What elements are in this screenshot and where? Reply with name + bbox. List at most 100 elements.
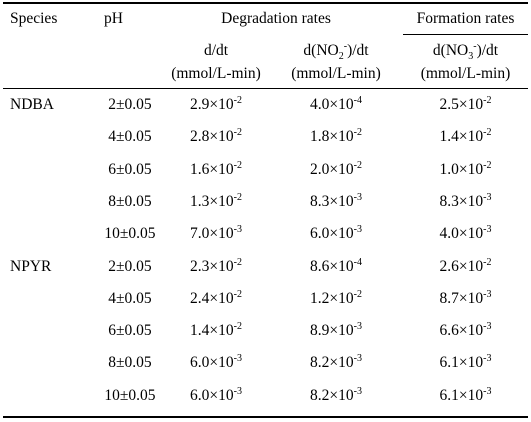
cell-ph: 8±0.05	[108, 192, 152, 210]
cell-d: 2.8×10-2	[158, 128, 274, 146]
value-exponent: -2	[233, 191, 242, 203]
value-exponent: -2	[353, 127, 362, 139]
value-exponent: -2	[353, 159, 362, 171]
value-exponent: -2	[233, 159, 242, 171]
table-bottom-rule	[3, 416, 528, 418]
value-mantissa: 6.0×10	[310, 225, 354, 243]
value-mantissa: 6.1×10	[439, 354, 484, 372]
value-mantissa: 6.0×10	[190, 386, 234, 404]
cell-no3: 6.1×10-3	[403, 385, 528, 405]
value-exponent: -4	[353, 256, 362, 268]
value-exponent: -3	[353, 385, 362, 397]
header-no2-dt: d(NO2-)/dt	[278, 42, 394, 66]
cell-ph: 4±0.05	[108, 289, 152, 307]
formation-group-rule	[403, 34, 528, 35]
value-mantissa: 4.0×10	[439, 225, 484, 243]
value-exponent: -3	[233, 224, 242, 236]
header-no3-sub: 3	[468, 51, 474, 63]
value-mantissa: 8.9×10	[310, 322, 354, 340]
value-mantissa: 8.3×10	[310, 192, 354, 210]
cell-no2: 8.2×10-3	[278, 385, 394, 405]
cell-ph: 6±0.05	[108, 322, 152, 340]
cell-ph: 2±0.05	[108, 96, 152, 113]
cell-d: 6.0×10-3	[158, 354, 274, 372]
value-exponent: -2	[483, 159, 492, 171]
cell-no3: 1.4×10-2	[403, 128, 528, 146]
cell-no3: 8.3×10-3	[403, 192, 528, 211]
cell-species: NPYR	[10, 257, 52, 275]
cell-no2: 8.6×10-4	[278, 256, 394, 276]
value-exponent: -3	[483, 288, 492, 300]
header-no2-sup: -	[343, 41, 348, 52]
value-mantissa: 1.0×10	[439, 160, 484, 178]
value-mantissa: 1.6×10	[190, 160, 234, 178]
cell-d: 2.4×10-2	[158, 289, 274, 308]
value-mantissa: 2.8×10	[190, 128, 234, 146]
cell-no3: 8.7×10-3	[403, 288, 528, 308]
value-mantissa: 2.5×10	[439, 96, 484, 113]
cell-no2: 6.0×10-3	[278, 225, 394, 243]
unit-d: (mmol/L-min)	[171, 65, 261, 82]
cell-no3: 4.0×10-3	[403, 225, 528, 243]
cell-no3: 1.0×10-2	[403, 159, 528, 179]
value-mantissa: 6.6×10	[439, 322, 484, 340]
value-exponent: -3	[483, 385, 492, 397]
header-d-dt: d/dt	[203, 42, 229, 59]
value-exponent: -3	[353, 353, 362, 365]
cell-no3: 6.6×10-3	[403, 322, 528, 340]
header-bottom-rule	[3, 88, 528, 89]
cell-no2: 8.2×10-3	[278, 354, 394, 372]
cell-species: NDBA	[10, 96, 54, 113]
unit-no2: (mmol/L-min)	[291, 65, 381, 82]
header-no2-sub: 2	[338, 51, 344, 63]
value-exponent: -3	[353, 224, 362, 236]
value-mantissa: 8.6×10	[310, 257, 354, 275]
header-no3-sup: -	[473, 41, 477, 52]
cell-d: 2.3×10-2	[158, 257, 274, 276]
value-mantissa: 2.3×10	[190, 257, 234, 275]
value-mantissa: 8.2×10	[310, 354, 354, 372]
value-exponent: -3	[483, 321, 492, 333]
value-mantissa: 1.2×10	[310, 289, 354, 307]
value-exponent: -2	[233, 95, 242, 106]
unit-no3: (mmol/L-min)	[420, 65, 511, 82]
cell-no2: 8.9×10-3	[278, 322, 394, 340]
value-exponent: -2	[233, 321, 242, 333]
cell-d: 1.3×10-2	[158, 191, 274, 211]
cell-ph: 2±0.05	[108, 257, 152, 275]
cell-d: 7.0×10-3	[158, 225, 274, 243]
value-mantissa: 2.0×10	[310, 160, 354, 178]
header-no2-post: )/dt	[347, 42, 369, 59]
value-exponent: -3	[353, 321, 362, 333]
cell-no3: 6.1×10-3	[403, 354, 528, 372]
value-exponent: -2	[483, 95, 492, 106]
value-mantissa: 1.4×10	[439, 128, 484, 146]
cell-ph: 10±0.05	[104, 386, 156, 404]
header-no2-pre: d(NO	[303, 42, 339, 59]
cell-no2: 2.0×10-2	[278, 159, 394, 179]
value-mantissa: 8.3×10	[439, 192, 484, 210]
value-exponent: -4	[353, 95, 362, 106]
cell-ph: 4±0.05	[108, 128, 152, 146]
value-mantissa: 6.1×10	[439, 386, 484, 404]
value-mantissa: 1.8×10	[310, 128, 354, 146]
value-mantissa: 2.6×10	[439, 257, 484, 275]
cell-no3: 2.6×10-2	[403, 256, 528, 276]
value-exponent: -3	[353, 191, 362, 203]
header-degradation: Degradation rates	[221, 10, 331, 27]
value-mantissa: 6.0×10	[190, 354, 234, 372]
cell-d: 1.6×10-2	[158, 159, 274, 179]
value-exponent: -3	[233, 353, 242, 365]
value-exponent: -2	[353, 288, 362, 300]
value-mantissa: 8.2×10	[310, 386, 354, 404]
value-exponent: -2	[483, 127, 492, 139]
value-mantissa: 1.4×10	[190, 322, 234, 340]
header-formation: Formation rates	[416, 10, 515, 27]
cell-no3: 2.5×10-2	[403, 96, 528, 114]
cell-ph: 8±0.05	[108, 354, 152, 372]
table-top-rule	[3, 2, 528, 4]
cell-no2: 1.8×10-2	[278, 128, 394, 146]
cell-ph: 10±0.05	[104, 225, 156, 243]
value-exponent: -2	[483, 256, 492, 268]
cell-no2: 4.0×10-4	[278, 96, 394, 114]
